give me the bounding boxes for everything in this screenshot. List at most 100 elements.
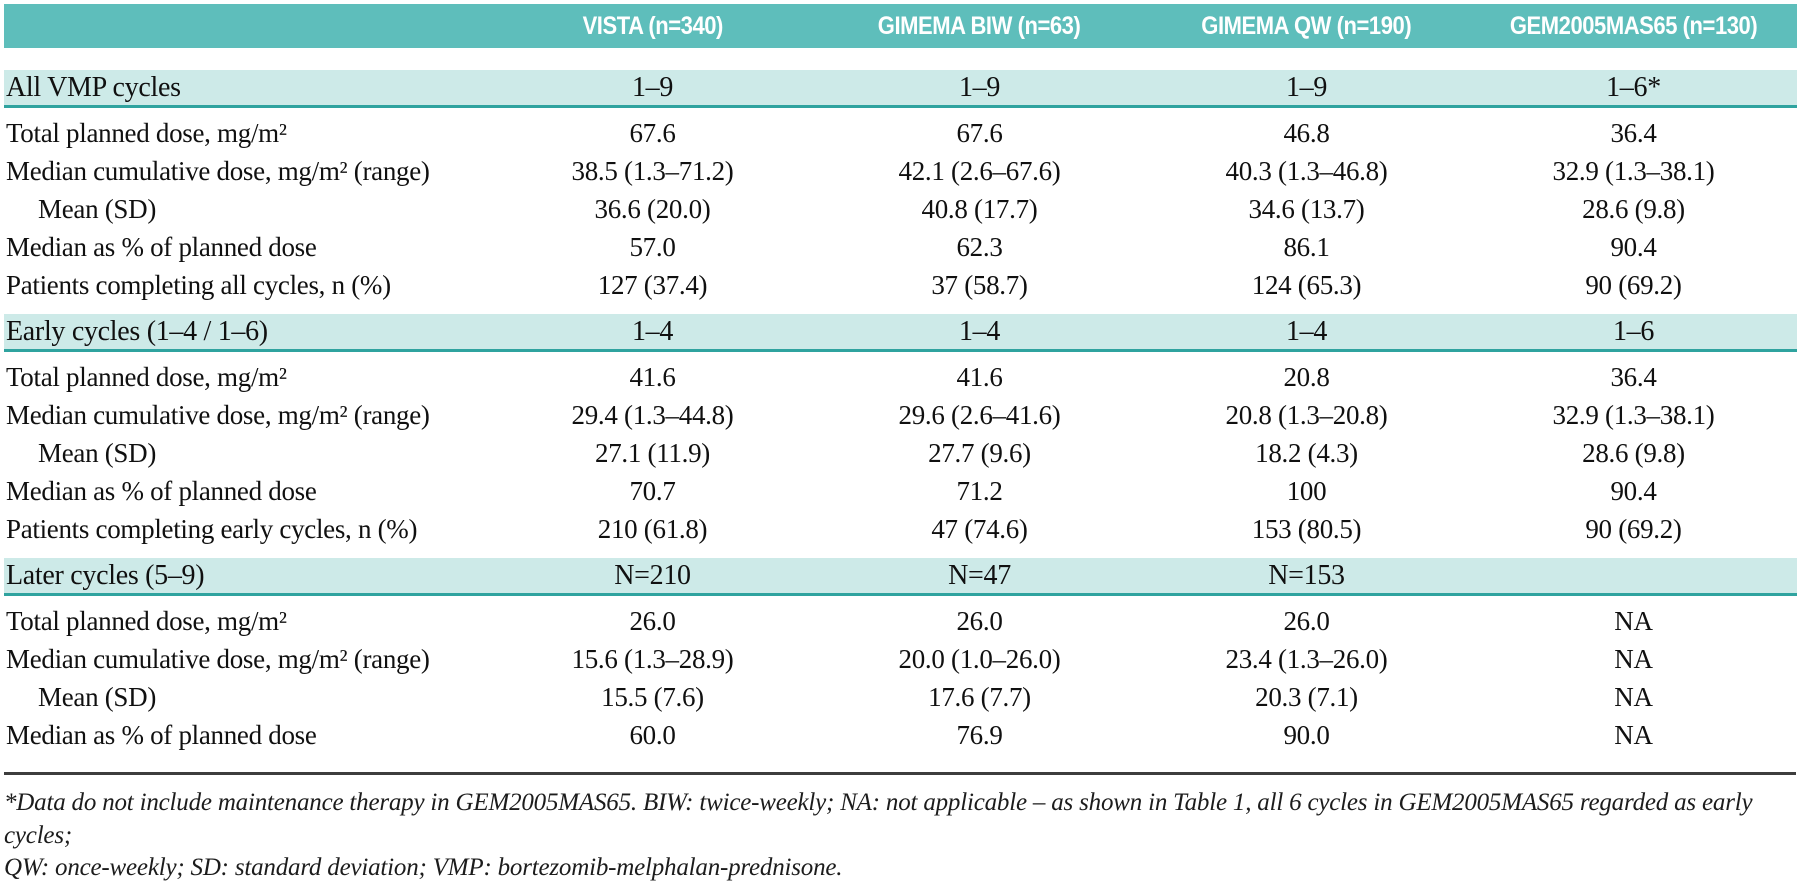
table-row: Total planned dose, mg/m² 26.0 26.0 26.0 NA [4,602,1797,640]
row-label: Median as % of planned dose [6,719,317,750]
cell: 124 (65.3) [1251,269,1362,300]
spacer-row [4,596,1797,602]
footnote-line-1: *Data do not include maintenance therapy… [4,789,1753,849]
section-value: 1–9 [489,70,816,108]
cell: 67.6 [956,117,1003,148]
column-header-row: VISTA (n=340) GIMEMA BIW (n=63) GIMEMA Q… [4,4,1797,48]
cell: 26.0 [1283,605,1330,636]
cell: 41.6 [956,361,1003,392]
section-row: All VMP cycles 1–9 1–9 1–9 1–6* [4,70,1797,108]
table-row: Median as % of planned dose 60.0 76.9 90.0 N… [4,716,1797,754]
footnote-divider [4,772,1796,775]
cell: 37 (58.7) [931,269,1028,300]
table-row: Mean (SD) 27.1 (11.9) 27.7 (9.6) 18.2 (4.3)… [4,434,1797,472]
section-value: 1–9 [1143,70,1470,108]
cell: 32.9 (1.3–38.1) [1552,399,1715,430]
cell: 20.0 (1.0–26.0) [898,643,1061,674]
cell: 26.0 [956,605,1003,636]
table-header: VISTA (n=340) GIMEMA BIW (n=63) GIMEMA Q… [4,4,1797,48]
table-row: Median cumulative dose, mg/m² (range) 38.… [4,152,1797,190]
cell: 40.3 (1.3–46.8) [1225,155,1388,186]
cell: NA [1614,681,1653,712]
column-header-gimema-qw: GIMEMA QW (n=190) [1143,4,1470,48]
cell: 62.3 [956,231,1003,262]
section-value: 1–4 [816,314,1143,352]
cell: 210 (61.8) [597,513,708,544]
footnote: *Data do not include maintenance therapy… [4,775,1796,885]
cell: 90.4 [1610,231,1657,262]
table-row: Mean (SD) 15.5 (7.6) 17.6 (7.7) 20.3 (7.1) N… [4,678,1797,716]
cell: 67.6 [629,117,676,148]
section-value: 1–4 [1143,314,1470,352]
table-row: Total planned dose, mg/m² 67.6 67.6 46.8 36.… [4,114,1797,152]
row-label: Mean (SD) [38,437,157,468]
cell: 17.6 (7.7) [928,681,1031,712]
row-label: Median as % of planned dose [6,231,317,262]
cell: 36.4 [1610,117,1657,148]
cell: 40.8 (17.7) [921,193,1038,224]
row-label: Median cumulative dose, mg/m² (range) [6,155,430,186]
cell: 71.2 [956,475,1003,506]
cell: 34.6 (13.7) [1248,193,1365,224]
cell: 36.4 [1610,361,1657,392]
cell: 27.1 (11.9) [595,437,710,468]
table-row: Patients completing all cycles, n (%) 127… [4,266,1797,304]
section-value: N=153 [1143,558,1470,596]
cell: 60.0 [629,719,676,750]
column-header-empty [4,4,489,48]
cell: 29.4 (1.3–44.8) [571,399,734,430]
row-label: Mean (SD) [38,681,157,712]
row-label: Total planned dose, mg/m² [6,605,287,636]
cell: 90 (69.2) [1585,269,1682,300]
cell: 86.1 [1283,231,1330,262]
section-row: Later cycles (5–9) N=210 N=47 N=153 [4,558,1797,596]
footnote-line-2: QW: once-weekly; SD: standard deviation;… [4,854,843,881]
table-row: Median as % of planned dose 70.7 71.2 100 90… [4,472,1797,510]
cell: 47 (74.6) [931,513,1028,544]
row-label: Total planned dose, mg/m² [6,361,287,392]
cell: 153 (80.5) [1251,513,1362,544]
cell: 18.2 (4.3) [1255,437,1358,468]
row-label: Mean (SD) [38,193,157,224]
spacer-row [4,108,1797,114]
cell: NA [1614,719,1653,750]
section-value: 1–9 [816,70,1143,108]
section-label: All VMP cycles [4,70,489,108]
table-row: Median cumulative dose, mg/m² (range) 15.… [4,640,1797,678]
section-value: N=210 [489,558,816,596]
cell: 27.7 (9.6) [928,437,1031,468]
cell: 32.9 (1.3–38.1) [1552,155,1715,186]
row-label: Patients completing all cycles, n (%) [6,269,391,300]
section-label: Later cycles (5–9) [4,558,489,596]
cell: 26.0 [629,605,676,636]
section-value: N=47 [816,558,1143,596]
table-row: Median as % of planned dose 57.0 62.3 86.1 9… [4,228,1797,266]
cell: 41.6 [629,361,676,392]
study-dose-table: VISTA (n=340) GIMEMA BIW (n=63) GIMEMA Q… [4,4,1797,754]
section-value: 1–6* [1470,70,1797,108]
cell: 28.6 (9.8) [1582,193,1685,224]
row-label: Median cumulative dose, mg/m² (range) [6,643,430,674]
row-label: Total planned dose, mg/m² [6,117,287,148]
table-row: Patients completing early cycles, n (%) 2… [4,510,1797,548]
section-label: Early cycles (1–4 / 1–6) [4,314,489,352]
column-header-gem2005mas65: GEM2005MAS65 (n=130) [1470,4,1797,48]
cell: 23.4 (1.3–26.0) [1225,643,1388,674]
table-row: Total planned dose, mg/m² 41.6 41.6 20.8 36.… [4,358,1797,396]
spacer-row [4,352,1797,358]
spacer-row [4,548,1797,558]
row-label: Median as % of planned dose [6,475,317,506]
row-label: Median cumulative dose, mg/m² (range) [6,399,430,430]
cell: 36.6 (20.0) [594,193,711,224]
spacer-row [4,48,1797,70]
cell: 76.9 [956,719,1003,750]
cell: 100 [1286,475,1327,506]
spacer-row [4,304,1797,314]
cell: 70.7 [629,475,676,506]
cell: 15.6 (1.3–28.9) [571,643,734,674]
cell: 28.6 (9.8) [1582,437,1685,468]
section-value: 1–6 [1470,314,1797,352]
cell: 90 (69.2) [1585,513,1682,544]
cell: 46.8 [1283,117,1330,148]
